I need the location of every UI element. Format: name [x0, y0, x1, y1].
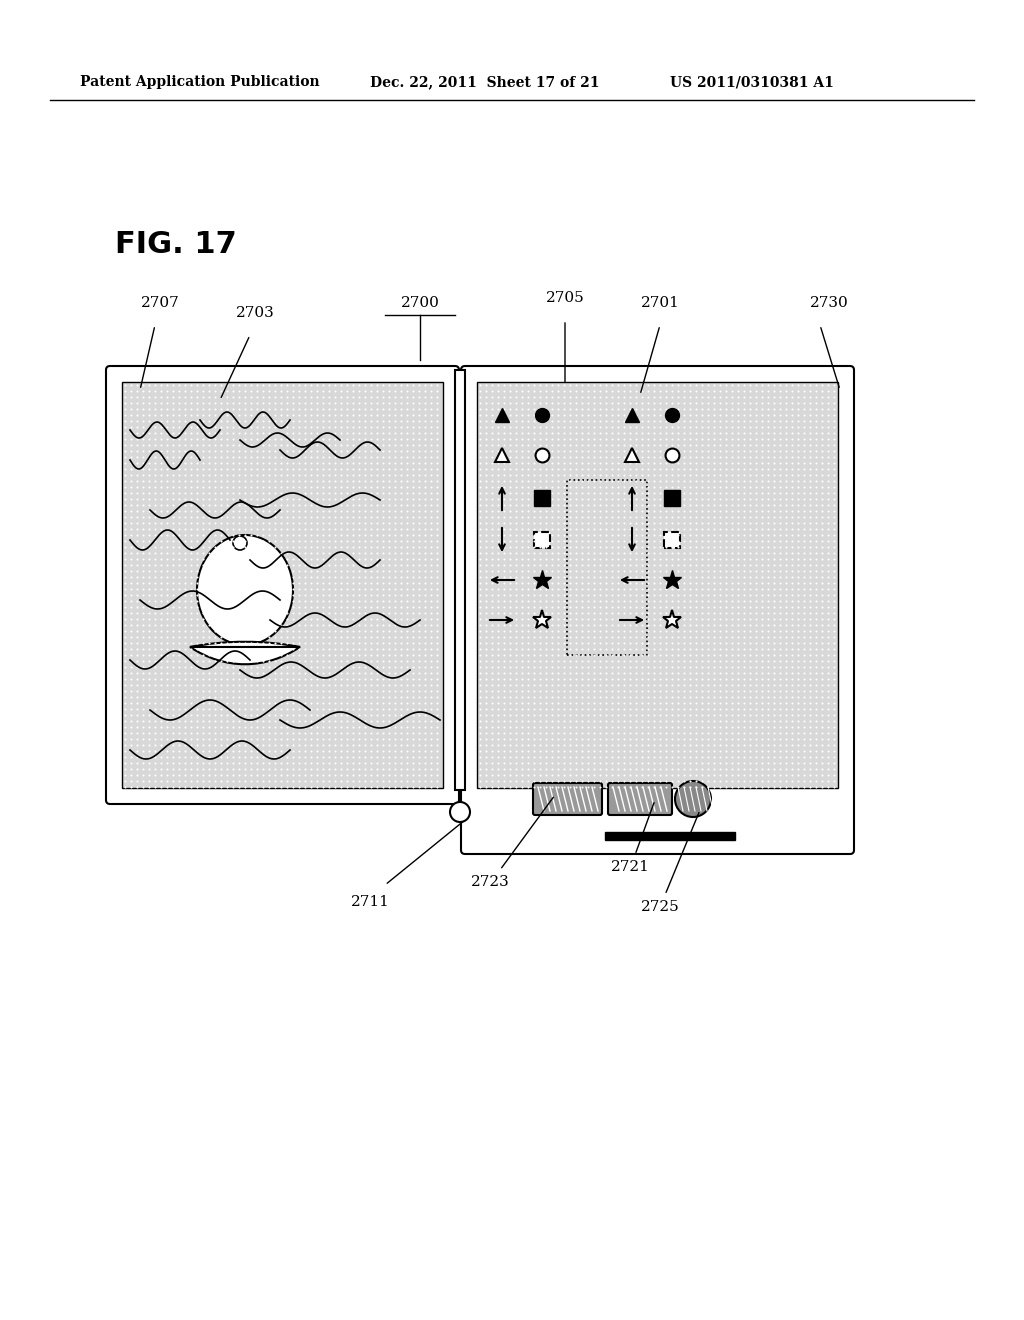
Text: Dec. 22, 2011  Sheet 17 of 21: Dec. 22, 2011 Sheet 17 of 21: [370, 75, 599, 88]
Bar: [534, 532, 550, 548]
Text: 2700: 2700: [400, 296, 439, 310]
Ellipse shape: [197, 535, 293, 645]
Circle shape: [450, 803, 470, 822]
Bar: [122, 381, 443, 788]
Bar: [664, 532, 680, 548]
Text: 2721: 2721: [610, 861, 649, 874]
Text: Patent Application Publication: Patent Application Publication: [80, 75, 319, 88]
FancyBboxPatch shape: [106, 366, 459, 804]
Bar: [605, 832, 735, 840]
PathPatch shape: [190, 642, 300, 647]
Text: US 2011/0310381 A1: US 2011/0310381 A1: [670, 75, 834, 88]
FancyBboxPatch shape: [608, 783, 672, 814]
Circle shape: [675, 781, 711, 817]
Text: 2730: 2730: [810, 296, 849, 310]
PathPatch shape: [190, 647, 300, 664]
Text: 2723: 2723: [471, 875, 509, 888]
Bar: [567, 480, 647, 655]
Text: 2725: 2725: [641, 900, 679, 913]
Bar: [477, 381, 838, 788]
Text: 2707: 2707: [140, 296, 179, 310]
Text: 2701: 2701: [641, 296, 680, 310]
Circle shape: [233, 536, 247, 550]
FancyBboxPatch shape: [461, 366, 854, 854]
Bar: [455, 370, 465, 789]
Text: 2711: 2711: [350, 895, 389, 909]
Text: 2705: 2705: [546, 290, 585, 305]
FancyBboxPatch shape: [534, 783, 602, 814]
Text: FIG. 17: FIG. 17: [115, 230, 237, 259]
Text: 2703: 2703: [236, 306, 274, 319]
